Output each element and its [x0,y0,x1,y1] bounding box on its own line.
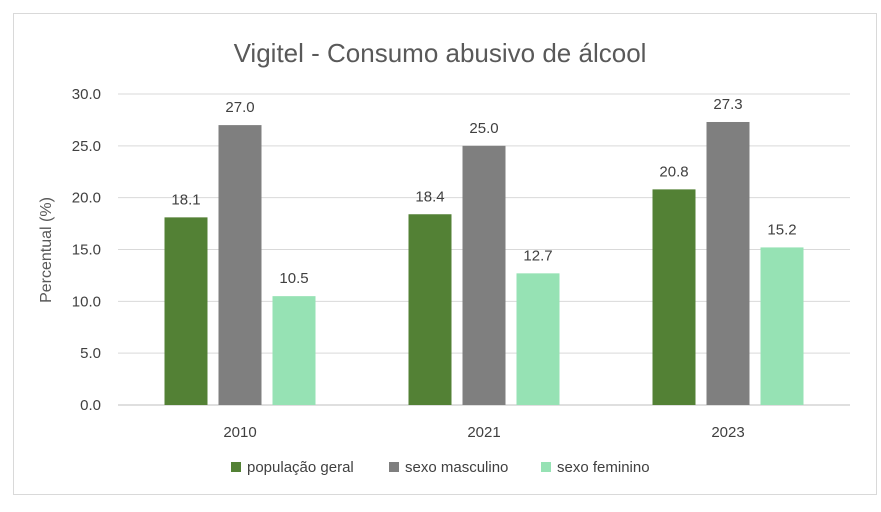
data-label: 10.5 [279,270,308,287]
data-label: 12.7 [523,247,552,264]
data-label: 15.2 [767,221,796,238]
x-tick-label: 2023 [711,424,744,441]
bar [408,214,452,405]
x-tick-label: 2010 [223,424,256,441]
y-tick-label: 20.0 [72,190,101,207]
y-tick-label: 15.0 [72,242,101,259]
bar [462,145,506,406]
y-tick-label: 10.0 [72,293,101,310]
x-axis-ticks: 2010 2021 2023 [223,424,744,441]
data-label: 25.0 [469,120,498,137]
bar [652,189,696,405]
y-tick-label: 0.0 [80,397,101,414]
y-tick-label: 30.0 [72,86,101,103]
y-tick-label: 5.0 [80,345,101,362]
bar [516,273,560,405]
data-label: 27.3 [713,96,742,113]
y-axis-ticks: 0.0 5.0 10.0 15.0 20.0 25.0 30.0 [72,86,101,414]
data-label: 20.8 [659,163,688,180]
bar [760,247,804,405]
data-label: 27.0 [225,99,254,116]
legend-label: sexo masculino [405,459,508,476]
bars [164,121,804,406]
data-label: 18.4 [415,188,444,205]
bar [706,121,750,406]
data-labels: 18.1 27.0 10.5 18.4 25.0 12.7 20.8 27.3 15.2 [171,96,796,287]
legend-label: sexo feminino [557,459,650,476]
legend-label: população geral [247,459,354,476]
y-tick-label: 25.0 [72,138,101,155]
legend-swatch [541,462,551,472]
bar [218,125,262,405]
legend: população geral sexo masculino sexo femini… [231,459,650,476]
x-tick-label: 2021 [467,424,500,441]
data-label: 18.1 [171,191,200,208]
chart-title: Vigitel - Consumo abusivo de álcool [234,38,647,68]
bar [272,296,316,405]
legend-swatch [389,462,399,472]
legend-swatch [231,462,241,472]
y-axis-label: Percentual (%) [38,197,55,303]
bar [164,217,208,405]
